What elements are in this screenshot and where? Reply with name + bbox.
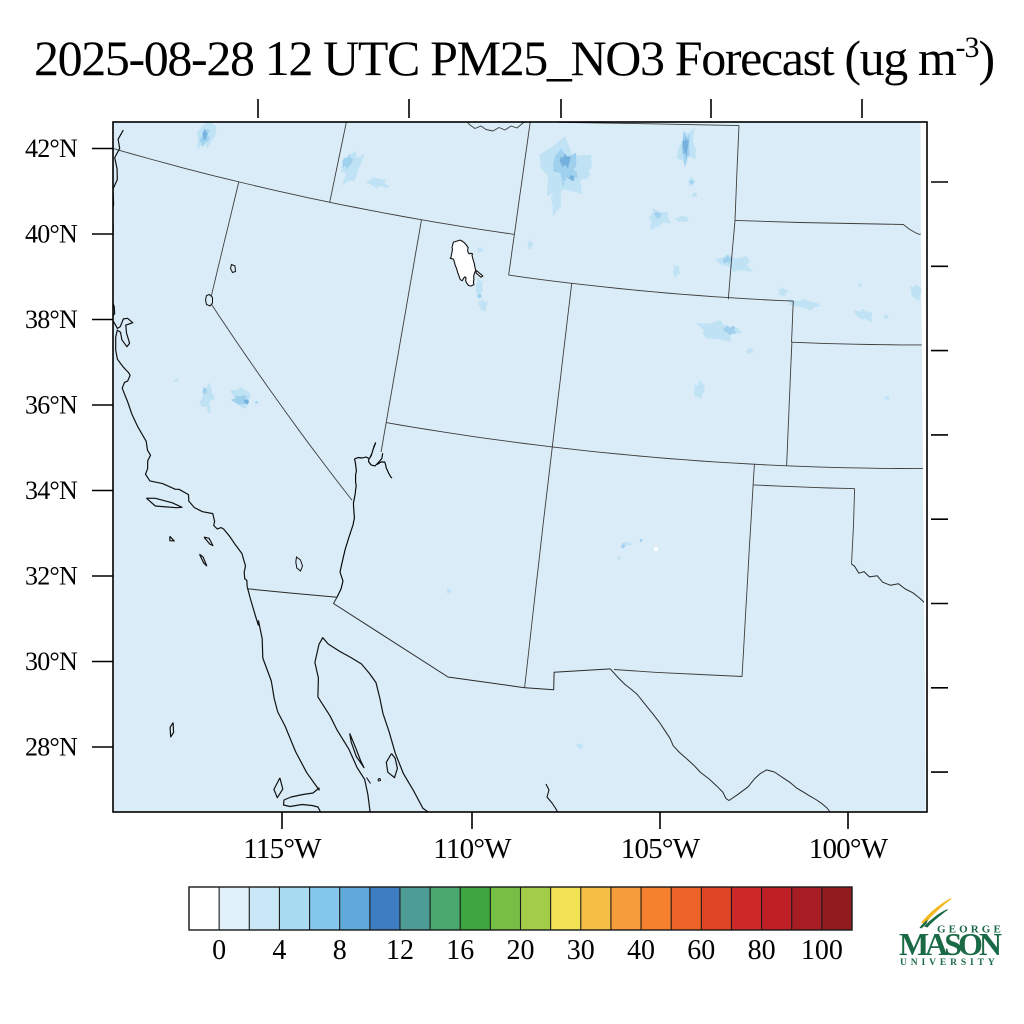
svg-text:38°N: 38°N [25,305,78,334]
svg-text:4: 4 [272,935,286,966]
svg-text:34°N: 34°N [25,476,78,505]
svg-text:12: 12 [386,935,414,966]
svg-text:105°W: 105°W [621,833,701,865]
svg-text:100°W: 100°W [809,833,889,865]
svg-text:20: 20 [507,935,535,966]
svg-text:40°N: 40°N [25,220,78,249]
svg-text:80: 80 [748,935,776,966]
svg-text:16: 16 [446,935,474,966]
svg-text:110°W: 110°W [433,833,512,865]
svg-text:0: 0 [212,935,226,966]
svg-text:100: 100 [801,935,843,966]
svg-text:40: 40 [627,935,655,966]
svg-text:36°N: 36°N [25,391,78,420]
svg-text:8: 8 [333,935,347,966]
svg-text:28°N: 28°N [25,733,78,762]
svg-text:30°N: 30°N [25,647,78,676]
svg-text:30: 30 [567,935,595,966]
svg-text:GEORGE: GEORGE [937,924,1004,936]
svg-text:115°W: 115°W [243,833,322,865]
svg-text:MASON: MASON [899,926,1002,962]
svg-text:UNIVERSITY: UNIVERSITY [900,958,999,968]
svg-text:60: 60 [687,935,715,966]
svg-text:42°N: 42°N [25,134,78,163]
svg-text:32°N: 32°N [25,562,78,591]
